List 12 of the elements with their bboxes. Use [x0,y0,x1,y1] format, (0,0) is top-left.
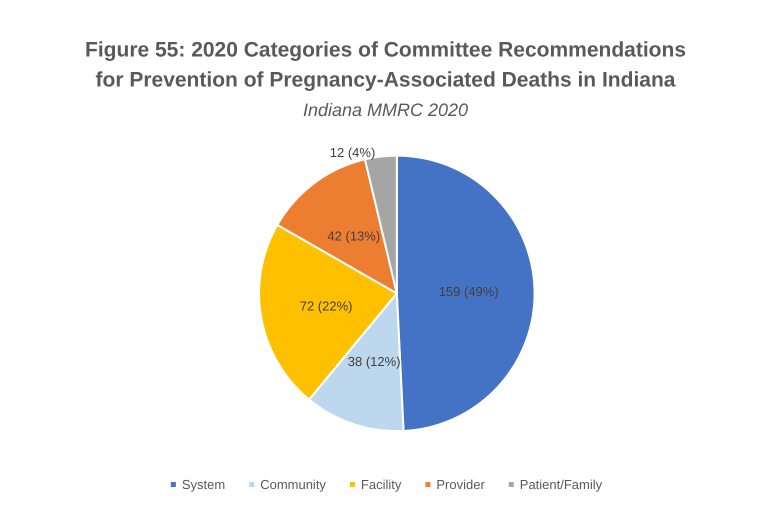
legend-label: Provider [436,477,486,492]
legend-label: System [182,477,226,492]
data-label: 159 (49%) [438,284,499,300]
data-label: 38 (12%) [348,354,401,370]
legend-label: Community [260,477,326,492]
data-label: 12 (4%) [330,145,376,160]
data-label: 42 (13%) [327,228,380,244]
chart-title: Figure 55: 2020 Categories of Committee Recommendations for Prevention of Pregnancy-Associated Deaths in Indiana [85,38,686,92]
legend-label: Facility [360,477,402,492]
data-label: 72 (22%) [300,298,352,314]
chart-subtitle: Indiana MMRC 2020 [302,100,468,120]
legend-label: Patient/Family [520,477,603,492]
